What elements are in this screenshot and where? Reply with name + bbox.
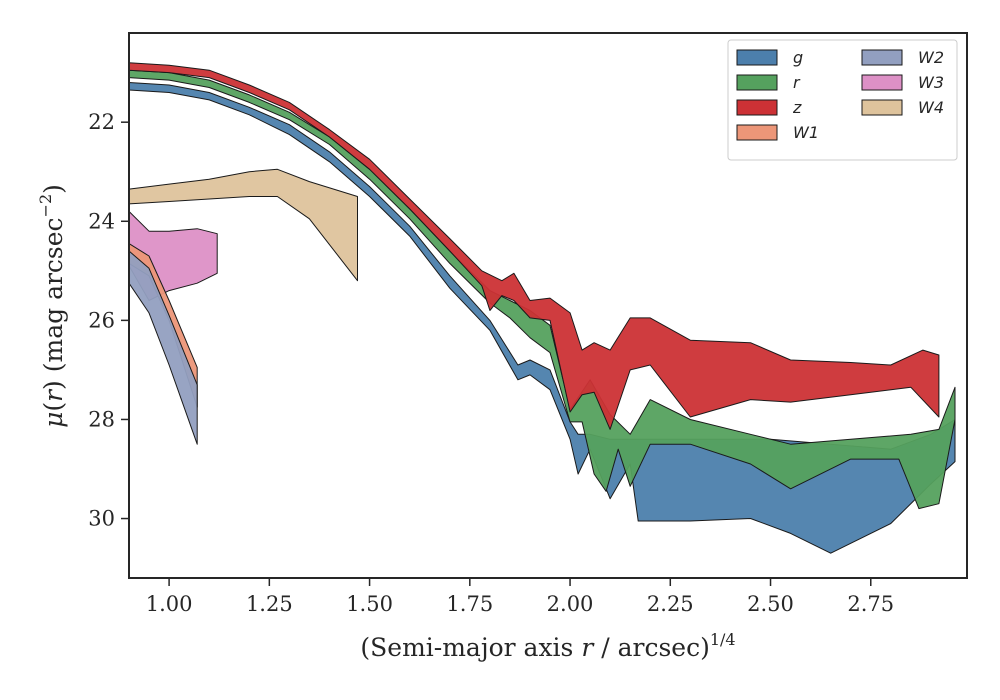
legend-frame — [727, 39, 958, 161]
x-tick-label: 1.75 — [446, 592, 493, 616]
x-tick-label: 2.75 — [847, 592, 894, 616]
legend-swatch-r — [736, 74, 778, 91]
legend-swatch-W4 — [861, 99, 903, 116]
profile-bands — [128, 62, 956, 554]
legend: grz W1 W2 W3 W4 — [727, 39, 958, 161]
y-tick-label: 28 — [88, 407, 115, 431]
x-tick-label: 2.50 — [747, 592, 794, 616]
y-tick-label: 22 — [88, 110, 115, 134]
y-axis-label: μ(r) (mag arcsec−2) — [36, 184, 68, 428]
y-axis-ticks: 22 24 26 28 30 — [88, 110, 129, 531]
x-tick-label: 2.25 — [647, 592, 694, 616]
x-tick-label: 1.00 — [146, 592, 193, 616]
legend-swatch-W3 — [861, 74, 903, 91]
legend-swatch-W2 — [861, 49, 903, 66]
y-tick-label: 24 — [88, 209, 115, 233]
legend-label-g: g — [793, 48, 803, 67]
legend-label-W4: W4 — [918, 98, 944, 117]
x-tick-label: 1.25 — [246, 592, 293, 616]
y-tick-label: 30 — [88, 507, 115, 531]
legend-swatch-W1 — [736, 124, 778, 141]
band-W2 — [128, 250, 198, 445]
x-tick-label: 1.50 — [346, 592, 393, 616]
x-axis-label: (Semi-major axis r / arcsec)1/4 — [360, 630, 735, 662]
legend-swatch-z — [736, 99, 778, 116]
legend-label-W2: W2 — [918, 48, 944, 67]
plot-frame — [128, 32, 968, 579]
legend-swatch-g — [736, 49, 778, 66]
legend-label-z: z — [792, 98, 802, 117]
band-W4 — [128, 168, 358, 282]
x-axis-ticks: 1.00 1.25 1.50 1.75 2.00 2.25 2.50 2.75 — [146, 578, 894, 616]
legend-label-r: r — [793, 73, 801, 92]
legend-label-W1: W1 — [793, 123, 819, 142]
band-z — [128, 62, 940, 430]
legend-label-W3: W3 — [918, 73, 944, 92]
x-tick-label: 2.00 — [547, 592, 594, 616]
y-tick-label: 26 — [88, 308, 115, 332]
